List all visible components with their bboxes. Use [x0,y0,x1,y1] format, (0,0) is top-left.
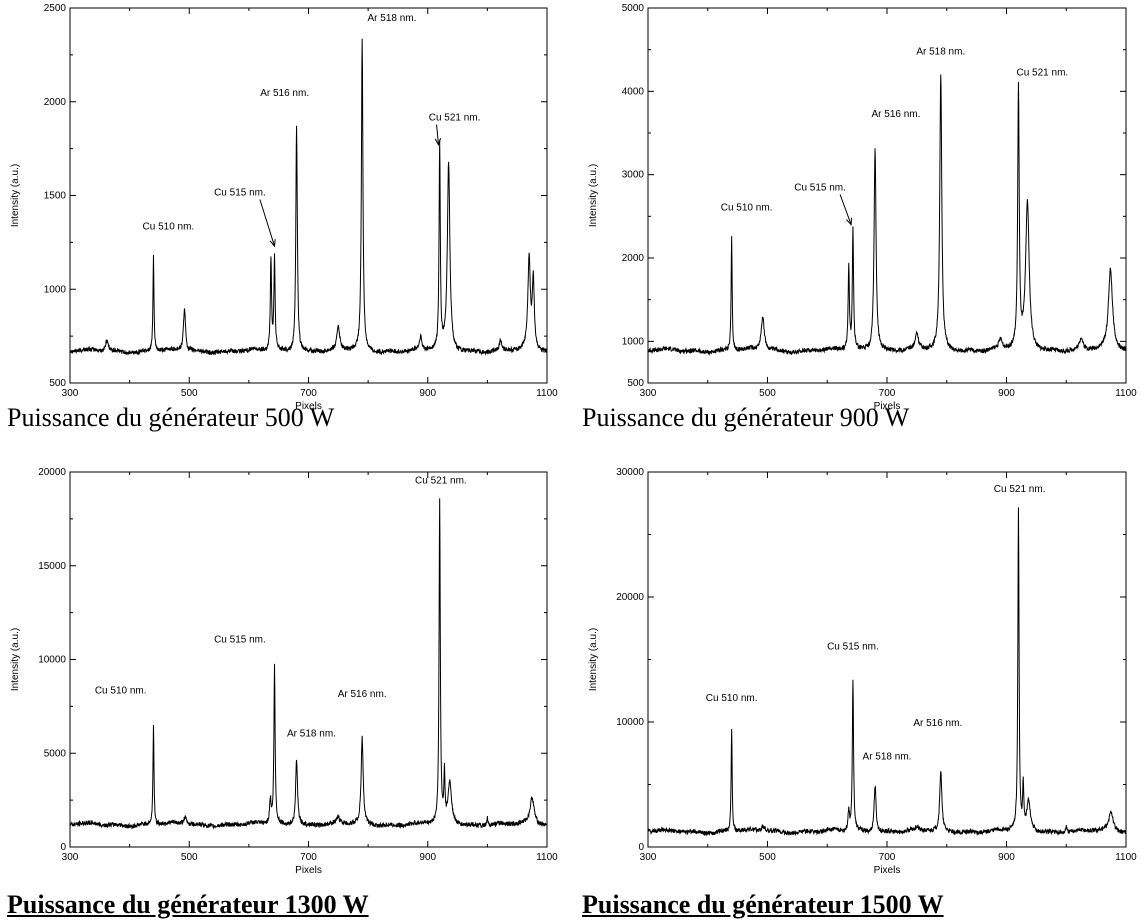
annotation-arrow [436,124,439,145]
peak-annotation: Cu 510 nm. [95,685,147,696]
peak-annotation: Cu 521 nm. [429,113,481,124]
y-axis-label: Intensity (a.u.) [588,164,599,227]
spectrum-line [70,38,547,356]
peak-annotation: Cu 515 nm. [827,642,879,653]
chart-svg: 300 500 700 900 1100 0 5000 10000 15000 20000 Pixe… [10,467,558,876]
spectrum-line [648,74,1126,357]
plot-frame [69,7,548,384]
y-tick-label: 20000 [616,592,644,603]
x-axis-label: Pixels [295,865,322,876]
y-tick-label: 500 [49,378,66,389]
x-tick-label: 900 [998,852,1015,863]
annotation-arrowhead [846,217,852,226]
x-tick-label: 700 [300,852,317,863]
peak-annotation: Cu 521 nm. [994,484,1046,495]
y-tick-label: 1000 [622,336,645,347]
x-tick-label: 700 [879,388,896,399]
x-axis-label: Pixels [874,865,901,876]
spectrum-chart-900w: 300 500 700 900 1100 500 1000 2000 3000 4000 5000 P… [578,0,1141,415]
y-axis-label: Intensity (a.u.) [10,164,21,227]
x-tick-label: 500 [181,852,198,863]
peak-annotation: Cu 515 nm. [214,635,266,646]
peak-annotation: Cu 521 nm. [1016,68,1068,79]
caption-1300w: Puissance du générateur 1300 W [7,890,369,919]
x-tick-label: 1100 [1115,388,1137,399]
peak-annotation: Cu 521 nm. [415,475,467,486]
x-tick-label: 1100 [536,852,558,863]
peak-annotation: Ar 516 nm. [913,718,962,729]
x-tick-label: 500 [759,852,776,863]
y-tick-label: 3000 [622,170,645,181]
y-tick-label: 20000 [38,467,66,478]
peak-annotation: Ar 518 nm. [287,728,336,739]
x-tick-label: 900 [419,388,436,399]
plot-frame [647,7,1127,384]
spectrum-chart-500w: 300 500 700 900 1100 500 1000 1500 2000 2500 Pixel… [0,0,570,415]
peak-annotation: Cu 515 nm. [794,183,846,194]
y-tick-label: 10000 [38,655,66,666]
x-tick-label: 300 [62,388,79,399]
x-tick-label: 300 [640,388,657,399]
annotation-arrowhead [269,239,276,248]
chart-svg: 300 500 700 900 110050010002000300040005000P… [588,3,1137,412]
peak-annotation: Cu 510 nm. [706,693,758,704]
y-tick-label: 5000 [622,3,645,14]
x-tick-label: 900 [419,852,436,863]
x-tick-label: 300 [640,852,657,863]
caption-900w: Puissance du générateur 900 W [582,403,910,432]
peak-annotation: Ar 518 nm. [863,752,912,763]
chart-svg: 300 500 700 900 1100 0 10000 20000 30000 Pixels In… [588,467,1137,876]
y-tick-label: 0 [638,842,644,853]
x-tick-label: 1100 [536,388,558,399]
y-tick-label: 2500 [44,3,67,14]
spectrum-chart-1300w: 300 500 700 900 1100 0 5000 10000 15000 20000 Pixe… [0,462,570,877]
plot-frame [647,471,1127,848]
peak-annotation: Cu 510 nm. [721,203,773,214]
annotation-arrow [259,199,275,247]
y-tick-label: 2000 [44,97,67,108]
peak-annotation: Ar 518 nm. [916,47,965,58]
peak-annotation: Ar 516 nm. [260,88,309,99]
peak-annotation: Ar 518 nm. [368,13,417,24]
x-axis-label: Pixels [295,401,322,412]
x-tick-label: 900 [998,388,1015,399]
y-tick-label: 10000 [616,717,644,728]
x-tick-label: 1100 [1115,852,1137,863]
x-axis-label: Pixels [874,401,901,412]
y-tick-label: 5000 [44,748,67,759]
x-tick-label: 500 [759,388,776,399]
plot-frame [69,471,548,848]
y-tick-label: 500 [627,378,644,389]
y-tick-label: 15000 [38,561,66,572]
y-axis-label: Intensity (a.u.) [588,628,599,691]
peak-annotation: Ar 516 nm. [872,109,921,120]
y-tick-label: 1500 [44,191,67,202]
y-tick-label: 4000 [622,86,645,97]
chart-svg: 300 500 700 900 11005001000150020002500Pixel… [10,3,558,412]
y-tick-label: 0 [60,842,66,853]
x-tick-label: 300 [62,852,79,863]
spectrum-line [70,498,547,830]
y-tick-label: 2000 [622,253,645,264]
caption-1500w: Puissance du générateur 1500 W [582,890,944,919]
y-tick-label: 30000 [616,467,644,478]
annotation-arrow [839,194,852,225]
annotation-arrowhead [434,138,442,147]
peak-annotation: Ar 516 nm. [338,689,387,700]
caption-500w: Puissance du générateur 500 W [7,403,335,432]
x-tick-label: 700 [879,852,896,863]
peak-annotation: Cu 510 nm. [143,221,195,232]
spectrum-chart-1500w: 300 500 700 900 1100 0 10000 20000 30000 Pixels In… [578,462,1141,877]
x-tick-label: 500 [181,388,198,399]
x-tick-label: 700 [300,388,317,399]
y-axis-label: Intensity (a.u.) [10,628,21,691]
y-tick-label: 1000 [44,284,67,295]
spectrum-line [648,507,1126,837]
peak-annotation: Cu 515 nm. [214,188,266,199]
